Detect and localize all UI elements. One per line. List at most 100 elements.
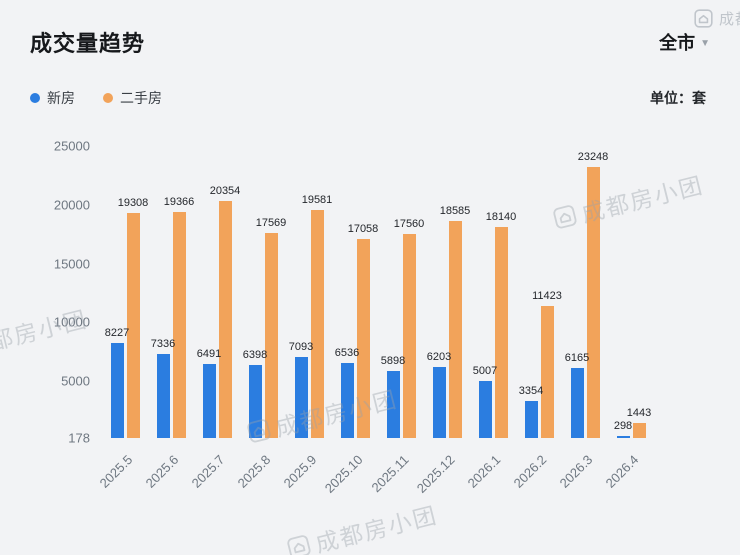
bar-二手房-2026.3[interactable] bbox=[586, 167, 600, 438]
bar-二手房-2026.4[interactable] bbox=[632, 423, 646, 438]
y-tick-label: 178 bbox=[68, 430, 90, 446]
x-tick-label: 2026.2 bbox=[510, 452, 550, 491]
legend-item-二手房[interactable]: 二手房 bbox=[103, 88, 162, 108]
brand-house-icon bbox=[287, 535, 311, 555]
bar-value-label: 17569 bbox=[255, 217, 287, 229]
bar-二手房-2025.5[interactable] bbox=[126, 213, 140, 438]
region-label: 全市 bbox=[659, 33, 696, 53]
bar-二手房-2026.1[interactable] bbox=[494, 227, 508, 438]
x-tick-label: 2025.10 bbox=[321, 452, 366, 496]
bar-value-label: 5898 bbox=[380, 355, 406, 367]
bar-新房-2026.3[interactable] bbox=[570, 368, 584, 438]
legend-item-新房[interactable]: 新房 bbox=[30, 88, 75, 108]
bar-value-label: 5007 bbox=[472, 365, 498, 377]
unit-label: 单位：套 bbox=[650, 90, 706, 106]
bar-wrap: 5898 bbox=[381, 146, 405, 438]
legend-dot-icon bbox=[30, 93, 40, 103]
bar-新房-2025.12[interactable] bbox=[432, 367, 446, 438]
bar-二手房-2025.8[interactable] bbox=[264, 233, 278, 438]
x-tick-label: 2025.5 bbox=[96, 452, 136, 491]
bar-group-2025.9: 7093 19581 bbox=[286, 146, 332, 438]
bar-value-label: 23248 bbox=[577, 151, 609, 163]
bar-value-label: 11423 bbox=[532, 290, 562, 302]
y-tick-label: 10000 bbox=[53, 314, 90, 330]
bar-wrap: 17560 bbox=[394, 146, 424, 438]
y-tick-label: 15000 bbox=[53, 256, 90, 272]
bar-二手房-2025.6[interactable] bbox=[172, 212, 186, 438]
bar-新房-2025.10[interactable] bbox=[340, 363, 354, 438]
x-tick-label: 2025.6 bbox=[142, 452, 182, 491]
bar-wrap: 20354 bbox=[210, 146, 240, 438]
bar-wrap: 7093 bbox=[289, 146, 313, 438]
y-tick-label: 5000 bbox=[61, 373, 90, 389]
bar-value-label: 3354 bbox=[518, 385, 544, 397]
watermark-text: 成都房小团 bbox=[312, 501, 441, 555]
bar-wrap: 6536 bbox=[335, 146, 359, 438]
bar-value-label: 17560 bbox=[393, 218, 425, 230]
legend-label: 新房 bbox=[47, 90, 75, 106]
bar-wrap: 23248 bbox=[578, 146, 608, 438]
bar-value-label: 6398 bbox=[242, 349, 268, 361]
bar-新房-2025.11[interactable] bbox=[386, 371, 400, 438]
bar-group-2026.2: 3354 11423 bbox=[516, 146, 562, 438]
bar-新房-2025.8[interactable] bbox=[248, 365, 262, 438]
bar-wrap: 19581 bbox=[302, 146, 332, 438]
x-tick-label: 2026.1 bbox=[464, 452, 504, 491]
bar-group-2025.12: 6203 18585 bbox=[424, 146, 470, 438]
bar-新房-2025.7[interactable] bbox=[202, 364, 216, 438]
bar-wrap: 6203 bbox=[427, 146, 451, 438]
x-tick-label: 2025.8 bbox=[234, 452, 274, 491]
region-selector[interactable]: 全市 ▼ bbox=[659, 29, 710, 55]
bar-新房-2025.9[interactable] bbox=[294, 357, 308, 438]
bar-wrap: 6491 bbox=[197, 146, 221, 438]
bar-wrap: 18585 bbox=[440, 146, 470, 438]
bar-value-label: 8227 bbox=[104, 327, 130, 339]
bar-二手房-2025.7[interactable] bbox=[218, 201, 232, 438]
bar-value-label: 1443 bbox=[626, 407, 652, 419]
bar-新房-2026.4[interactable] bbox=[616, 436, 630, 438]
bar-value-label: 7093 bbox=[288, 341, 314, 353]
bar-wrap: 6165 bbox=[565, 146, 589, 438]
bar-二手房-2025.12[interactable] bbox=[448, 221, 462, 438]
bar-value-label: 19308 bbox=[117, 197, 149, 209]
bar-wrap: 8227 bbox=[105, 146, 129, 438]
bar-value-label: 298 bbox=[613, 420, 633, 432]
bar-二手房-2025.11[interactable] bbox=[402, 234, 416, 438]
bar-wrap: 17569 bbox=[256, 146, 286, 438]
plot-area: 8227 19308 7336 19366 6491 20354 6398 17569 7093… bbox=[102, 146, 654, 438]
bar-wrap: 1443 bbox=[627, 146, 651, 438]
bar-二手房-2025.9[interactable] bbox=[310, 210, 324, 438]
bar-wrap: 11423 bbox=[532, 146, 562, 438]
bar-value-label: 7336 bbox=[150, 338, 176, 350]
bar-value-label: 6536 bbox=[334, 347, 360, 359]
bar-wrap: 298 bbox=[613, 146, 633, 438]
bar-value-label: 19366 bbox=[163, 196, 195, 208]
bar-group-2026.4: 298 1443 bbox=[608, 146, 654, 438]
bar-group-2026.3: 6165 23248 bbox=[562, 146, 608, 438]
legend-row: 新房 二手房 单位：套 bbox=[30, 88, 706, 108]
bar-wrap: 18140 bbox=[486, 146, 516, 438]
x-tick-label: 2025.12 bbox=[413, 452, 458, 496]
bar-二手房-2025.10[interactable] bbox=[356, 239, 370, 438]
header: 成交量趋势 全市 ▼ bbox=[30, 26, 710, 58]
x-tick-label: 2025.11 bbox=[368, 452, 412, 496]
y-axis: 25000 20000 15000 10000 5000 178 bbox=[28, 139, 90, 446]
bar-value-label: 20354 bbox=[209, 185, 241, 197]
bar-新房-2025.6[interactable] bbox=[156, 354, 170, 438]
bar-新房-2026.1[interactable] bbox=[478, 381, 492, 438]
y-tick-label: 20000 bbox=[53, 197, 90, 213]
bar-wrap: 6398 bbox=[243, 146, 267, 438]
bar-value-label: 17058 bbox=[347, 223, 379, 235]
bar-value-label: 18140 bbox=[485, 211, 517, 223]
bar-二手房-2026.2[interactable] bbox=[540, 306, 554, 438]
bar-group-2026.1: 5007 18140 bbox=[470, 146, 516, 438]
bar-value-label: 6203 bbox=[426, 351, 452, 363]
bar-新房-2025.5[interactable] bbox=[110, 343, 124, 438]
bar-group-2025.7: 6491 20354 bbox=[194, 146, 240, 438]
bar-group-2025.5: 8227 19308 bbox=[102, 146, 148, 438]
legend-label: 二手房 bbox=[120, 90, 162, 106]
bar-value-label: 18585 bbox=[439, 205, 471, 217]
bar-新房-2026.2[interactable] bbox=[524, 401, 538, 438]
bar-group-2025.11: 5898 17560 bbox=[378, 146, 424, 438]
